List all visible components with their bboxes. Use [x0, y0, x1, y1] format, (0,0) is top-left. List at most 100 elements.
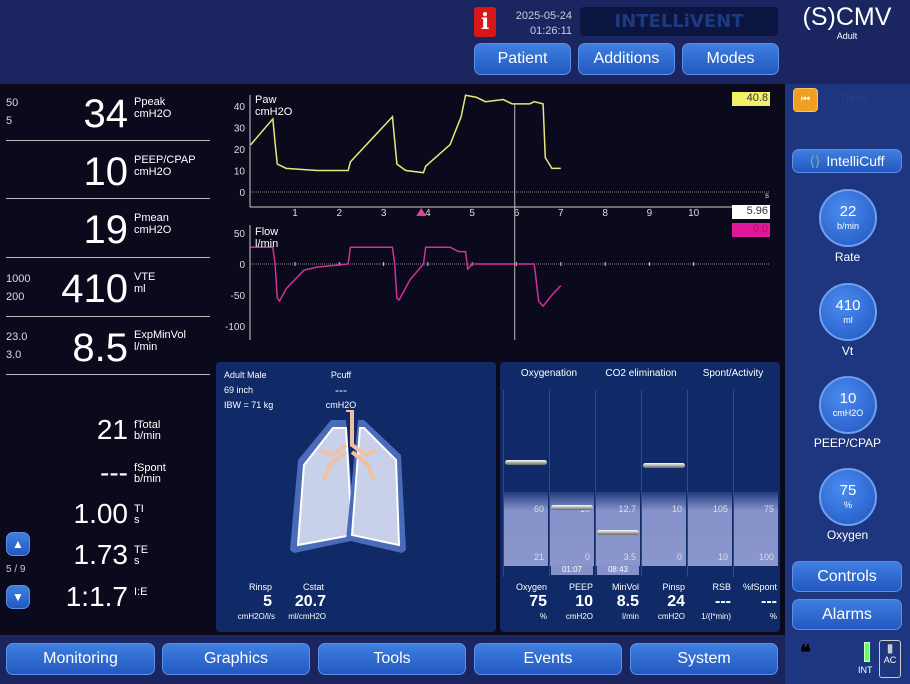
- additions-button[interactable]: Additions: [578, 43, 675, 75]
- x-tick: 2: [337, 208, 343, 219]
- x-tick: 6: [514, 208, 520, 219]
- ac-label: AC: [883, 655, 897, 665]
- ftotal-value: 21: [96, 414, 128, 445]
- lungs-icon: [290, 410, 406, 553]
- oxygen-control[interactable]: 75%: [819, 468, 877, 526]
- vent-unit: cmH2O: [565, 612, 593, 621]
- target-range: [550, 492, 594, 566]
- target-range: [688, 492, 732, 566]
- main-parameters: 50 5 34 Ppeak cmH2O 10 PEEP/CPAP cmH2O 19 P…: [0, 84, 212, 375]
- expminvol-label: ExpMinVol l/min: [134, 329, 186, 353]
- range-bottom: 0: [676, 552, 682, 562]
- x-tick: 10: [688, 208, 700, 219]
- divider: [6, 140, 210, 141]
- fspont-label: fSpont b/min: [134, 462, 166, 485]
- nav-events[interactable]: Events: [474, 643, 622, 675]
- battery-icon: [864, 642, 870, 662]
- rinsp-unit: cmH2O/l/s: [237, 612, 275, 621]
- rinsp-label: Rinsp: [248, 582, 272, 592]
- expminvol-value: 8.5: [72, 326, 128, 370]
- cstat-value: 20.7: [294, 593, 326, 610]
- nav-tools[interactable]: Tools: [318, 643, 466, 675]
- mode-title[interactable]: (S)CMV: [802, 3, 892, 31]
- timer: 01:07: [551, 565, 593, 575]
- vent-label: PEEP: [568, 582, 593, 592]
- flow-trace: [250, 246, 562, 308]
- info-icon[interactable]: i: [474, 7, 496, 37]
- pcuff-unit: cmH2O: [325, 400, 357, 410]
- intellicuff-icon: ⟨⟩: [809, 152, 821, 169]
- ppeak-label: Ppeak cmH2O: [134, 96, 172, 120]
- pcuff-value: ---: [335, 383, 347, 397]
- paw-y-tick: 30: [234, 124, 246, 135]
- divider: [6, 198, 210, 199]
- group-oxygenation: Oxygenation: [520, 368, 578, 379]
- fspont-value: ---: [100, 457, 128, 488]
- intellicuff-button[interactable]: ⟨⟩ IntelliCuff: [792, 149, 902, 173]
- vent-unit: %: [539, 612, 547, 621]
- patient-panel[interactable]: Adult Male 69 inch IBW = 71 kg Pcuff ---…: [216, 362, 496, 632]
- patient-type: Adult Male: [224, 370, 267, 380]
- vent-column: [595, 390, 640, 577]
- range-bottom: 10: [717, 552, 728, 562]
- ie-label: I:E: [134, 586, 148, 598]
- te-value: 1.73: [73, 539, 129, 570]
- peep-control[interactable]: 10 cmH2O: [819, 376, 877, 434]
- modes-button[interactable]: Modes: [682, 43, 779, 75]
- controls-button[interactable]: Controls: [792, 561, 902, 592]
- vent-column: [641, 390, 686, 577]
- paw-y-tick: 10: [234, 167, 246, 178]
- x-tick: 3: [381, 208, 387, 219]
- page-down-button[interactable]: ▼: [6, 585, 30, 609]
- alarms-button[interactable]: Alarms: [792, 599, 902, 630]
- divider: [6, 257, 210, 258]
- nav-monitoring[interactable]: Monitoring: [6, 643, 155, 675]
- patient-height: 69 inch: [224, 385, 254, 395]
- vent-unit: 1/(l*min): [701, 612, 731, 621]
- ie-value: 1:1.7: [65, 581, 128, 612]
- range-top: 60: [533, 504, 544, 514]
- expminvol-limits: 23.0 3.0: [6, 331, 28, 361]
- trend-label[interactable]: Trend: [840, 93, 869, 105]
- rinsp-value: 5: [263, 593, 272, 610]
- rate-control[interactable]: 22 b/min: [819, 189, 877, 247]
- timer: 08:43: [597, 565, 639, 575]
- trend-icon[interactable]: ⏮: [793, 88, 818, 112]
- flow-label: Flow l/min: [255, 226, 279, 250]
- oxygen-label: Oxygen: [826, 528, 869, 542]
- current-marker: [505, 460, 547, 465]
- vent-unit: cmH2O: [657, 612, 685, 621]
- vte-value: 410: [61, 267, 128, 311]
- vt-label: Vt: [841, 344, 854, 358]
- range-top: 12.7: [618, 504, 636, 514]
- vent-label: Pinsp: [662, 582, 685, 592]
- date: 2025-05-24: [515, 10, 572, 22]
- x-tick: 1: [292, 208, 298, 219]
- x-tick: 8: [602, 208, 608, 219]
- battery-label: INT: [858, 665, 873, 675]
- page-up-button[interactable]: ▲: [6, 532, 30, 556]
- range-bottom: 100: [758, 552, 774, 562]
- ti-label: TI s: [134, 503, 144, 526]
- vent-value: ---: [761, 593, 777, 610]
- patient-button[interactable]: Patient: [474, 43, 571, 75]
- peep-label: PEEP/CPAP: [813, 436, 882, 450]
- page-indicator: 5 / 9: [6, 564, 26, 575]
- vent-value: 75: [529, 593, 547, 610]
- vt-control[interactable]: 410 ml: [819, 283, 877, 341]
- vent-value: 10: [575, 593, 593, 610]
- vent-value: 8.5: [616, 593, 639, 610]
- cstat-label: Cstat: [302, 582, 324, 592]
- pmean-value: 19: [83, 208, 129, 252]
- paw-label: Paw cmH2O: [255, 94, 293, 118]
- flow-y-tick: -50: [231, 291, 246, 302]
- vent-label: %fSpont: [742, 582, 777, 592]
- flow-y-tick: 50: [234, 229, 246, 240]
- nav-system[interactable]: System: [630, 643, 778, 675]
- x-tick: 9: [647, 208, 653, 219]
- arrow-up-icon: ▲: [12, 537, 24, 551]
- flow-y-tick: -100: [225, 322, 245, 333]
- pmean-label: Pmean cmH2O: [134, 212, 172, 236]
- nav-graphics[interactable]: Graphics: [162, 643, 310, 675]
